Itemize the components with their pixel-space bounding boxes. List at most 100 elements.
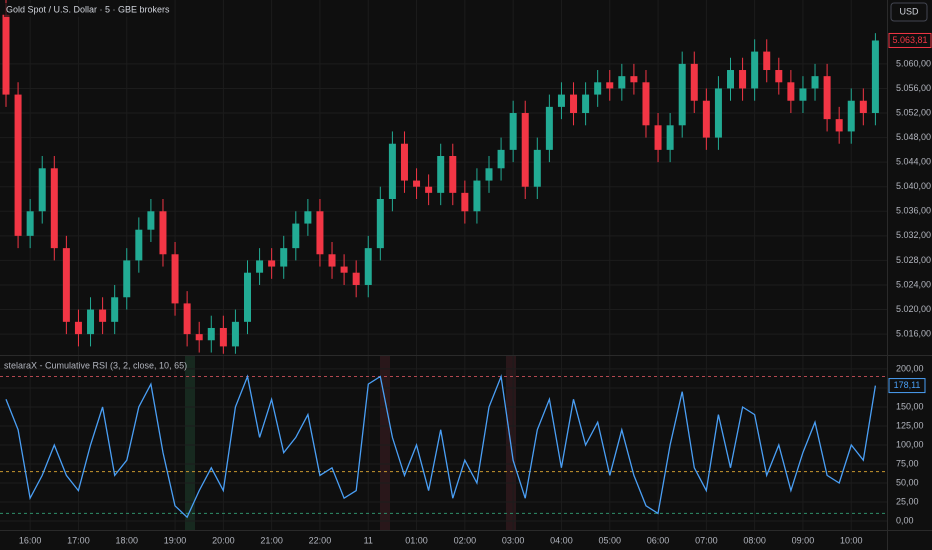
candle-body bbox=[811, 76, 819, 89]
candle-body bbox=[147, 211, 155, 230]
rsi-line bbox=[5, 373, 877, 519]
candle-body bbox=[702, 100, 710, 138]
y-tick-label: 0,00 bbox=[896, 515, 914, 525]
x-tick-label: 20:00 bbox=[212, 535, 235, 545]
y-tick-label: 5.032,00 bbox=[896, 230, 931, 240]
candle-body bbox=[195, 334, 203, 341]
x-tick-label: 22:00 bbox=[309, 535, 332, 545]
candle-body bbox=[630, 76, 638, 83]
candle-body bbox=[521, 113, 529, 187]
candle-body bbox=[570, 94, 578, 114]
candle-body bbox=[340, 266, 348, 273]
x-tick-label: 08:00 bbox=[743, 535, 766, 545]
y-tick-label: 5.028,00 bbox=[896, 255, 931, 265]
candle-body bbox=[50, 168, 58, 249]
candle-body bbox=[256, 260, 264, 273]
candle-body bbox=[654, 125, 662, 150]
x-tick-label: 16:00 bbox=[19, 535, 42, 545]
highlight-band bbox=[380, 356, 390, 530]
x-tick-label: 18:00 bbox=[115, 535, 138, 545]
candle-body bbox=[400, 143, 408, 181]
y-tick-label: 75,00 bbox=[896, 458, 919, 468]
candle-body bbox=[533, 149, 541, 187]
currency-button[interactable] bbox=[890, 2, 928, 22]
candle-body bbox=[38, 168, 46, 212]
candle-body bbox=[87, 309, 95, 335]
candle-body bbox=[244, 272, 251, 322]
candle-body bbox=[835, 119, 843, 132]
candle-body bbox=[557, 94, 565, 107]
candle-body bbox=[183, 303, 191, 335]
candle-body bbox=[859, 100, 867, 114]
x-tick-label: 04:00 bbox=[550, 535, 573, 545]
y-tick-label: 5.024,00 bbox=[896, 279, 931, 289]
candle-body bbox=[14, 94, 22, 236]
highlight-band bbox=[185, 356, 195, 530]
candle-body bbox=[26, 211, 34, 236]
candle-body bbox=[727, 70, 734, 89]
candle-body bbox=[449, 156, 457, 193]
x-tick-label: 01:00 bbox=[405, 535, 428, 545]
candle-body bbox=[739, 70, 747, 89]
candle-body bbox=[171, 254, 179, 304]
candle-body bbox=[497, 149, 505, 169]
candle-body bbox=[485, 168, 493, 181]
candle-body bbox=[642, 82, 650, 126]
candle-body bbox=[437, 156, 445, 193]
candle-body bbox=[135, 229, 143, 261]
chart-title: Gold Spot / U.S. Dollar · 5 · GBE broker… bbox=[6, 4, 170, 14]
candle-body bbox=[328, 254, 336, 267]
candle-body bbox=[62, 248, 70, 322]
candle-body bbox=[74, 321, 82, 335]
candle-body bbox=[582, 94, 590, 114]
candle-body bbox=[99, 309, 107, 322]
candle-body bbox=[594, 82, 602, 95]
y-tick-label: 5.020,00 bbox=[896, 304, 931, 314]
y-tick-label: 5.016,00 bbox=[896, 328, 931, 338]
candle-body bbox=[364, 248, 372, 285]
x-tick-label: 02:00 bbox=[454, 535, 477, 545]
last-price-label: 5.063,81 bbox=[892, 35, 927, 45]
candle-body bbox=[618, 76, 626, 89]
candle-body bbox=[352, 272, 360, 285]
candle-body bbox=[799, 88, 807, 101]
x-tick-label: 09:00 bbox=[792, 535, 815, 545]
candle-body bbox=[376, 198, 384, 249]
candle-body bbox=[123, 260, 131, 298]
x-tick-label: 17:00 bbox=[67, 535, 90, 545]
x-tick-label: 21:00 bbox=[260, 535, 283, 545]
x-tick-label: 03:00 bbox=[502, 535, 525, 545]
candle-body bbox=[2, 14, 10, 95]
y-tick-label: 5.040,00 bbox=[896, 181, 931, 191]
y-tick-label: 5.052,00 bbox=[896, 107, 931, 117]
x-tick-label: 10:00 bbox=[840, 535, 863, 545]
y-tick-label: 5.044,00 bbox=[896, 157, 931, 167]
candle-body bbox=[751, 51, 759, 89]
candle-body bbox=[775, 70, 783, 83]
candle-body bbox=[292, 223, 300, 249]
x-tick-label: 05:00 bbox=[598, 535, 621, 545]
candle-body bbox=[304, 211, 312, 224]
currency-label[interactable]: USD bbox=[899, 6, 919, 16]
last-price-tag bbox=[888, 32, 932, 48]
indicator-pane bbox=[0, 356, 887, 530]
candle-body bbox=[231, 321, 239, 347]
candle-body bbox=[690, 63, 698, 101]
candle-body bbox=[787, 82, 795, 101]
x-tick-label: 19:00 bbox=[164, 535, 187, 545]
title-backdrop bbox=[4, 3, 164, 17]
y-tick-label: 200,00 bbox=[896, 363, 924, 373]
price-pane bbox=[0, 0, 887, 355]
x-tick-label: 11 bbox=[364, 535, 373, 545]
axes: 5.016,00 5.020,00 5.024,00 5.028,00 5.032,00… bbox=[19, 32, 932, 545]
y-tick-label: 5.060,00 bbox=[896, 58, 931, 68]
candle-body bbox=[111, 297, 119, 322]
candle-body bbox=[388, 143, 396, 199]
candle-body bbox=[159, 211, 167, 255]
candle-body bbox=[219, 327, 227, 347]
y-tick-label: 5.048,00 bbox=[896, 132, 931, 142]
y-tick-label: 125,00 bbox=[896, 420, 924, 430]
y-tick-label: 25,00 bbox=[896, 496, 919, 506]
